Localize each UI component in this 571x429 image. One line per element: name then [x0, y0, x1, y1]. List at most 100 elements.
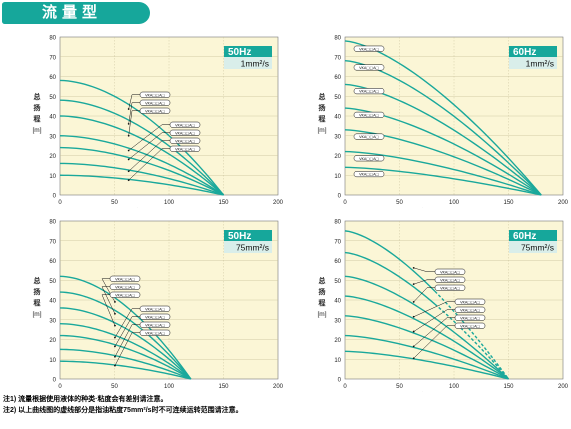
model-tag — [454, 314, 486, 321]
x-tick-label: 100 — [449, 200, 460, 206]
x-tick-label: 50 — [111, 200, 118, 206]
x-tick-label: 200 — [558, 384, 569, 390]
series-line — [59, 360, 191, 380]
model-tag-label: VKA□□A□ — [145, 323, 165, 327]
series-line — [344, 275, 509, 380]
model-tag — [454, 322, 486, 329]
section-header: 流量型 — [2, 2, 150, 24]
leader-arrow — [412, 330, 415, 333]
model-tag-label: VKA□□A□ — [145, 101, 165, 105]
leader-arrow — [412, 283, 415, 286]
leader-arrow — [127, 134, 130, 137]
model-tag-label: VKA□□A□ — [359, 90, 379, 94]
model-tag-label: VKA□□A□ — [440, 270, 460, 274]
model-tag — [169, 129, 201, 136]
viscosity-badge-label: 75mm²/s — [521, 243, 554, 253]
viscosity-badge-label: 75mm²/s — [236, 243, 269, 253]
x-tick-label: 200 — [273, 200, 284, 206]
x-tick-label: 100 — [164, 200, 175, 206]
y-tick-label: 0 — [53, 194, 57, 200]
model-tag-label: VKA□□A□ — [115, 293, 135, 297]
x-tick-label: 200 — [558, 200, 569, 206]
model-tag — [169, 145, 201, 152]
model-tag — [353, 64, 385, 71]
model-tag-label: VKA□□A□ — [175, 147, 195, 151]
model-tag-label: VKA□□A□ — [145, 93, 165, 97]
y-tick-label: 30 — [49, 134, 56, 140]
model-tag-label: VKA□□A□ — [460, 300, 480, 304]
y-axis-unit: [m] — [317, 127, 326, 134]
series-line — [59, 275, 192, 380]
y-tick-label: 20 — [49, 338, 56, 344]
series-line — [59, 291, 192, 380]
model-tag-label: VKA□□A□ — [175, 123, 195, 127]
y-tick-label: 0 — [338, 194, 342, 200]
model-tag-label: VKA□□A□ — [359, 157, 379, 161]
leader-line — [413, 317, 455, 347]
model-tag — [139, 107, 171, 114]
leader-line — [128, 110, 140, 136]
leader-line — [413, 279, 435, 285]
leader-arrow — [412, 266, 415, 269]
viscosity-badge — [509, 241, 557, 253]
leader-arrow — [114, 345, 116, 348]
freq-badge — [509, 46, 557, 57]
y-axis-label: 扬 — [319, 287, 326, 296]
model-tag-label: VKA□□A□ — [175, 139, 195, 143]
y-axis-label: 扬 — [34, 287, 41, 296]
viscosity-badge — [224, 57, 272, 69]
model-tag — [434, 268, 466, 275]
y-tick-label: 80 — [49, 220, 56, 226]
series-line — [344, 350, 509, 380]
leader-line — [128, 94, 140, 110]
model-tag-label: VKA□□A□ — [359, 113, 379, 117]
viscosity-badge — [224, 241, 272, 253]
model-tag — [353, 45, 385, 52]
model-tag — [434, 276, 466, 283]
leader-arrow — [412, 315, 415, 318]
y-tick-label: 20 — [334, 338, 341, 344]
model-tag-label: VKA□□A□ — [359, 47, 379, 51]
leader-arrow — [127, 149, 130, 152]
y-axis-label: 总 — [319, 92, 326, 101]
leader-arrow — [114, 355, 116, 358]
section-title: 流量型 — [42, 4, 103, 21]
y-tick-label: 40 — [334, 299, 341, 305]
y-tick-label: 70 — [49, 239, 56, 245]
x-axis-label: 流 量 — [419, 207, 435, 208]
footnotes: 注1) 流量根据使用液体的种类·粘度会有差别请注意。 注2) 以上曲线图的虚线部… — [3, 394, 243, 416]
model-tag — [139, 329, 171, 336]
series-line — [59, 174, 224, 196]
model-tag-label: VKA□□A□ — [145, 315, 165, 319]
y-tick-label: 50 — [334, 279, 341, 285]
x-tick-label: 150 — [503, 200, 514, 206]
model-tag — [353, 88, 385, 95]
x-tick-label: 100 — [164, 384, 175, 390]
leader-arrow — [114, 312, 116, 315]
leader-line — [413, 267, 435, 272]
leader-arrow — [412, 301, 415, 303]
y-tick-label: 50 — [334, 95, 341, 101]
series-line — [59, 348, 192, 380]
x-tick-label: 150 — [503, 384, 514, 390]
x-tick-label: 0 — [58, 384, 62, 390]
leader-line — [413, 309, 455, 332]
leader-line — [128, 102, 140, 124]
model-tag — [434, 284, 466, 291]
leader-line — [101, 286, 116, 314]
model-tag-label: VKA□□A□ — [145, 109, 165, 113]
y-axis-unit: [m] — [32, 127, 41, 134]
footnote-1: 注1) 流量根据使用液体的种类·粘度会有差别请注意。 — [3, 396, 168, 403]
x-tick-label: 50 — [396, 384, 403, 390]
leader-line — [413, 287, 435, 303]
model-tag — [109, 291, 141, 298]
leader-arrow — [114, 364, 116, 367]
model-tag-label: VKA□□A□ — [359, 66, 379, 70]
freq-badge — [224, 46, 272, 57]
model-tag — [353, 155, 385, 162]
series-line — [59, 135, 224, 196]
y-tick-label: 70 — [49, 55, 56, 61]
y-tick-label: 0 — [338, 378, 342, 384]
model-tag-label: VKA□□A□ — [359, 173, 379, 177]
